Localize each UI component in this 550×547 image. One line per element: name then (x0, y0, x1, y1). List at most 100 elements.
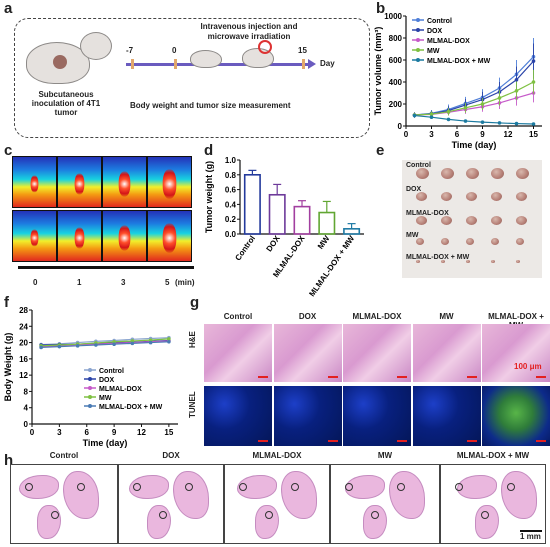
series-line (414, 56, 534, 116)
tumor-specimen (416, 192, 427, 201)
series-line (41, 341, 169, 349)
panel-d-label: d (204, 142, 214, 159)
hotspot (74, 172, 85, 194)
data-point (531, 59, 536, 63)
y-tick-label: 4 (24, 404, 29, 413)
data-point (446, 117, 451, 122)
metastasis-circle-marker (133, 483, 141, 491)
tick-label-end: 15 (298, 46, 307, 55)
data-point (514, 121, 519, 126)
x-tick-label: 6 (85, 428, 90, 437)
legend-marker (416, 18, 420, 22)
metastasis-circle-marker (77, 483, 85, 491)
tumor-specimen (516, 216, 527, 225)
x-tick-label: 3 (57, 428, 62, 437)
tumor-row-label-mw: MW (406, 232, 419, 239)
data-point (112, 342, 116, 346)
data-point (412, 113, 417, 118)
hotspot (30, 175, 39, 192)
series-line (414, 60, 534, 116)
tumor-specimen (416, 238, 424, 245)
section-column-header: MLMAL-DOX (252, 451, 302, 460)
tumor-specimen (491, 192, 502, 201)
data-point (39, 345, 43, 350)
data-point (429, 115, 434, 119)
tumor-specimen (441, 168, 454, 179)
section-scale-label: 1 mm (520, 532, 541, 541)
tumor-specimen (416, 168, 429, 179)
panel-e-label: e (376, 142, 385, 159)
metastasis-circle-marker (159, 511, 167, 519)
y-tick-label: 24 (19, 322, 28, 331)
tumor-specimen (441, 192, 452, 201)
he-stain-image (482, 324, 550, 382)
tick-label-zero: 0 (172, 46, 177, 55)
thermal-image (102, 156, 147, 208)
histology-column-header: DOX (298, 312, 317, 321)
metastasis-circle-marker (291, 483, 299, 491)
legend-label: MW (99, 395, 112, 402)
x-tick-label: 6 (455, 130, 460, 139)
series-line (41, 337, 169, 346)
tumor-specimen (491, 260, 495, 263)
whole-section-image (440, 464, 546, 544)
y-tick-label: 16 (19, 355, 28, 364)
mouse-injection-illustration (190, 50, 222, 68)
metastasis-circle-marker (371, 511, 379, 519)
tumor-specimen (416, 260, 420, 263)
tunel-scale-bar (466, 440, 477, 442)
legend-marker (416, 28, 420, 32)
panel-f-label: f (4, 294, 9, 311)
tissue-section (173, 471, 209, 519)
y-axis-title: Tumor weight (g) (204, 161, 214, 233)
tissue-section (501, 471, 537, 519)
panel-h-label: h (4, 452, 14, 469)
section-column-header: Control (49, 451, 79, 460)
y-tick-label: 1.0 (225, 156, 237, 165)
metastasis-circle-marker (481, 511, 489, 519)
tumor-specimen (441, 260, 445, 263)
microwave-icon (258, 40, 272, 54)
section-column-header: MLMAL-DOX + MW (456, 451, 530, 460)
data-point (480, 102, 485, 106)
tumor-specimen (416, 216, 427, 225)
data-point (463, 106, 468, 110)
legend-marker (416, 58, 420, 62)
metastasis-circle-marker (25, 483, 33, 491)
whole-section-image (10, 464, 118, 544)
metastasis-circle-marker (507, 483, 515, 491)
hotspot (74, 226, 85, 248)
whole-section-grid (10, 464, 546, 544)
bar (318, 211, 336, 235)
data-point (446, 109, 451, 114)
category-label: MLMAL-DOX + MW (307, 234, 356, 299)
he-scale-bar (397, 376, 407, 378)
data-point (167, 337, 171, 341)
he-stain-image (412, 324, 481, 382)
thermal-image (102, 210, 147, 262)
y-tick-label: 200 (389, 100, 403, 109)
bar (343, 228, 361, 235)
tissue-section (63, 471, 99, 519)
tunel-stain-image (343, 386, 411, 446)
metastasis-circle-marker (265, 511, 273, 519)
y-tick-label: 0.2 (225, 215, 237, 224)
hotspot (118, 170, 131, 196)
legend-marker (88, 368, 92, 372)
tissue-section (147, 505, 171, 539)
section-column-headers: Control DOX MLMAL-DOX MW MLMAL-DOX + MW (10, 451, 546, 463)
tissue-section (37, 505, 61, 539)
bar (293, 205, 311, 235)
data-point (75, 344, 80, 348)
hotspot (162, 222, 177, 252)
row-label-tunel: TUNEL (188, 391, 197, 418)
y-tick-label: 600 (389, 56, 403, 65)
timeline-tick-start (131, 59, 134, 69)
he-scale-bar (327, 376, 338, 378)
x-tick-label: 0 (404, 130, 409, 139)
category-label: MW (316, 234, 332, 251)
series-line (414, 81, 534, 116)
tunel-stain-image (482, 386, 550, 446)
tissue-section (389, 471, 425, 519)
